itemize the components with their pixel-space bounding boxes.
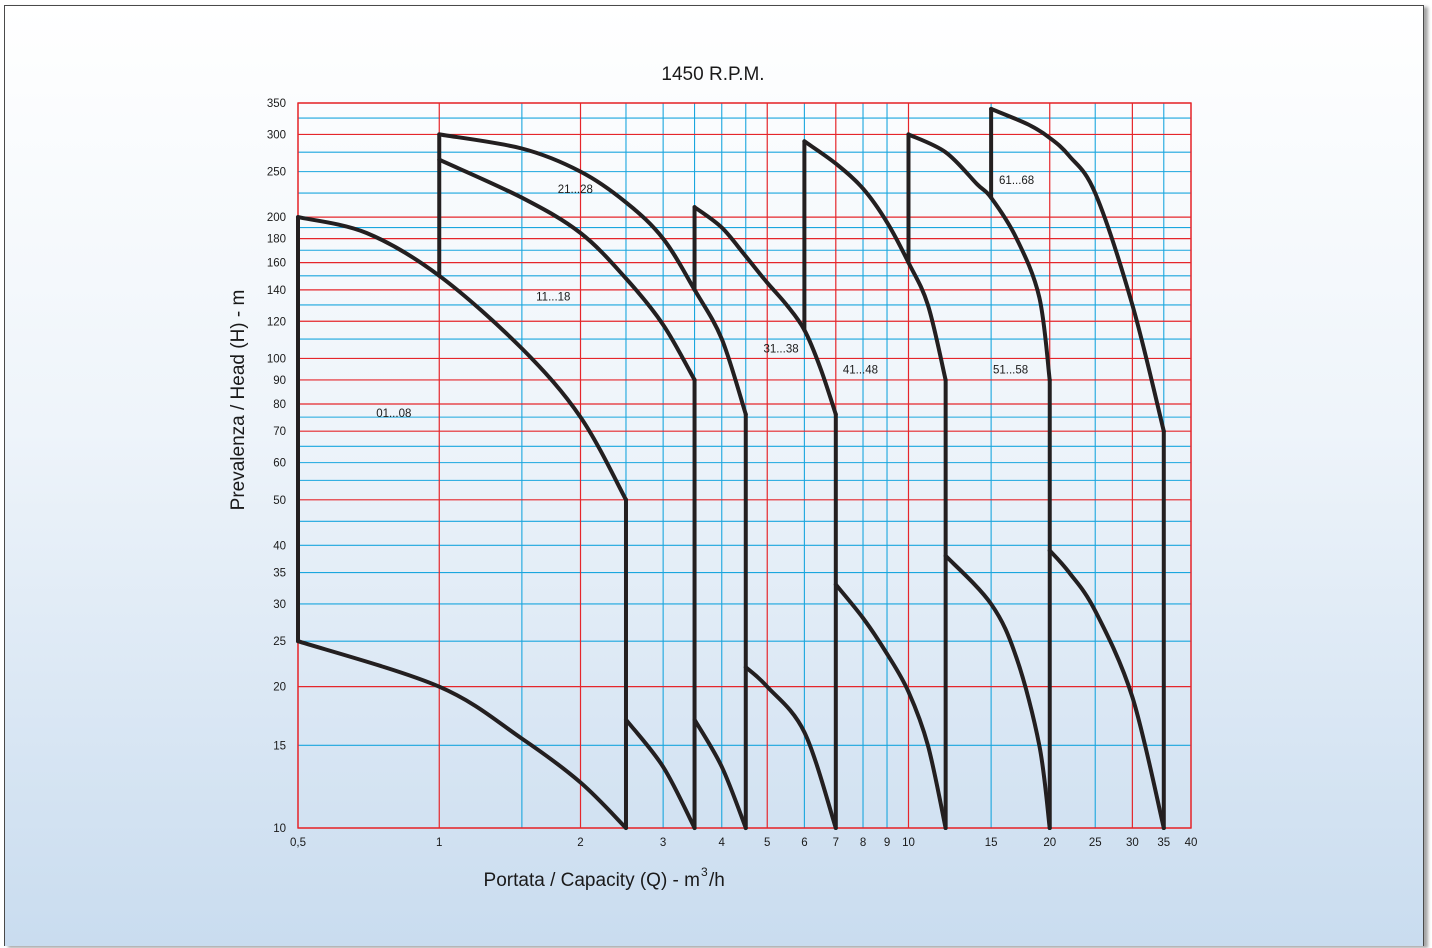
x-tick-label: 1 xyxy=(436,837,442,849)
y-tick-label: 120 xyxy=(267,316,286,328)
y-tick-label: 35 xyxy=(273,568,286,580)
y-tick-label: 15 xyxy=(273,740,286,752)
curve-bottom-51...58 xyxy=(943,553,1052,830)
chart-frame xyxy=(4,5,1424,946)
x-tick-label: 35 xyxy=(1157,837,1170,849)
x-tick-label: 10 xyxy=(902,837,915,849)
x-tick-label: 15 xyxy=(985,837,998,849)
y-tick-label: 300 xyxy=(267,129,286,141)
x-tick-label: 2 xyxy=(577,837,583,849)
x-tick-label: 7 xyxy=(833,837,839,849)
x-axis-label: Portata / Capacity (Q) - m xyxy=(484,870,700,891)
y-tick-labels: 10 15 20 25 30 35 40 50 60 70 80 90 100 120 140 160 180 2… xyxy=(267,98,286,835)
x-tick-label: 20 xyxy=(1043,837,1056,849)
model-range-labels: 01...08 11...18 21...28 31...38 41...48 51...… xyxy=(376,175,1034,420)
curve-top-61...68 xyxy=(989,106,1166,434)
y-tick-label: 180 xyxy=(267,234,286,246)
y-tick-label: 50 xyxy=(273,495,286,507)
x-tick-label: 9 xyxy=(884,837,890,849)
y-tick-label: 350 xyxy=(267,98,286,110)
x-tick-label: 40 xyxy=(1185,837,1198,849)
x-tick-label: 0,5 xyxy=(290,837,306,849)
y-tick-label: 90 xyxy=(273,375,286,387)
pump-curves xyxy=(296,106,1166,830)
zone-label: 11...18 xyxy=(536,291,570,303)
y-tick-label: 60 xyxy=(273,458,286,470)
y-tick-label: 140 xyxy=(267,285,286,297)
curve-bottom-41...48 xyxy=(833,582,948,830)
curve-bottom-01...08 xyxy=(296,639,628,830)
y-tick-label: 250 xyxy=(267,167,286,179)
curve-bottom-11...18 xyxy=(624,717,697,830)
x-tick-label: 30 xyxy=(1126,837,1139,849)
zone-label: 51...58 xyxy=(993,364,1028,376)
curve-top-31...38 xyxy=(692,205,838,417)
curve-top-11...18 xyxy=(437,157,697,382)
curve-bottom-21...28 xyxy=(692,717,748,830)
x-tick-label: 3 xyxy=(660,837,666,849)
x-tick-label: 6 xyxy=(801,837,807,849)
y-axis-label: Prevalenza / Head (H) - m xyxy=(228,290,249,511)
curve-bottom-61...68 xyxy=(1047,548,1166,830)
x-tick-label: 5 xyxy=(764,837,770,849)
x-axis-label-unit: /h xyxy=(709,870,725,891)
y-tick-label: 30 xyxy=(273,599,286,611)
zone-label: 61...68 xyxy=(999,175,1034,187)
y-tick-label: 20 xyxy=(273,682,286,694)
y-tick-label: 25 xyxy=(273,636,286,648)
y-tick-label: 100 xyxy=(267,353,286,365)
y-tick-label: 70 xyxy=(273,426,286,438)
chart-title: 1450 R.P.M. xyxy=(661,64,764,85)
x-tick-label: 25 xyxy=(1089,837,1102,849)
zone-label: 31...38 xyxy=(763,343,798,355)
zone-label: 41...48 xyxy=(843,364,878,376)
curve-bottom-31...38 xyxy=(743,665,838,830)
y-tick-label: 40 xyxy=(273,540,286,552)
x-tick-labels: 0,5 1 2 3 4 5 6 7 8 9 10 15 20 25 30 35 40 xyxy=(290,837,1197,849)
curve-top-01...08 xyxy=(296,215,628,502)
y-tick-label: 80 xyxy=(273,399,286,411)
curve-top-41...48 xyxy=(802,139,948,382)
y-tick-label: 10 xyxy=(273,823,286,835)
y-tick-label: 200 xyxy=(267,212,286,224)
x-tick-label: 4 xyxy=(719,837,726,849)
x-axis-label-superscript: 3 xyxy=(701,865,708,879)
x-tick-label: 8 xyxy=(860,837,866,849)
zone-label: 01...08 xyxy=(376,408,411,420)
curve-top-21...28 xyxy=(437,132,748,417)
y-tick-label: 160 xyxy=(267,258,286,270)
zone-label: 21...28 xyxy=(558,184,593,196)
